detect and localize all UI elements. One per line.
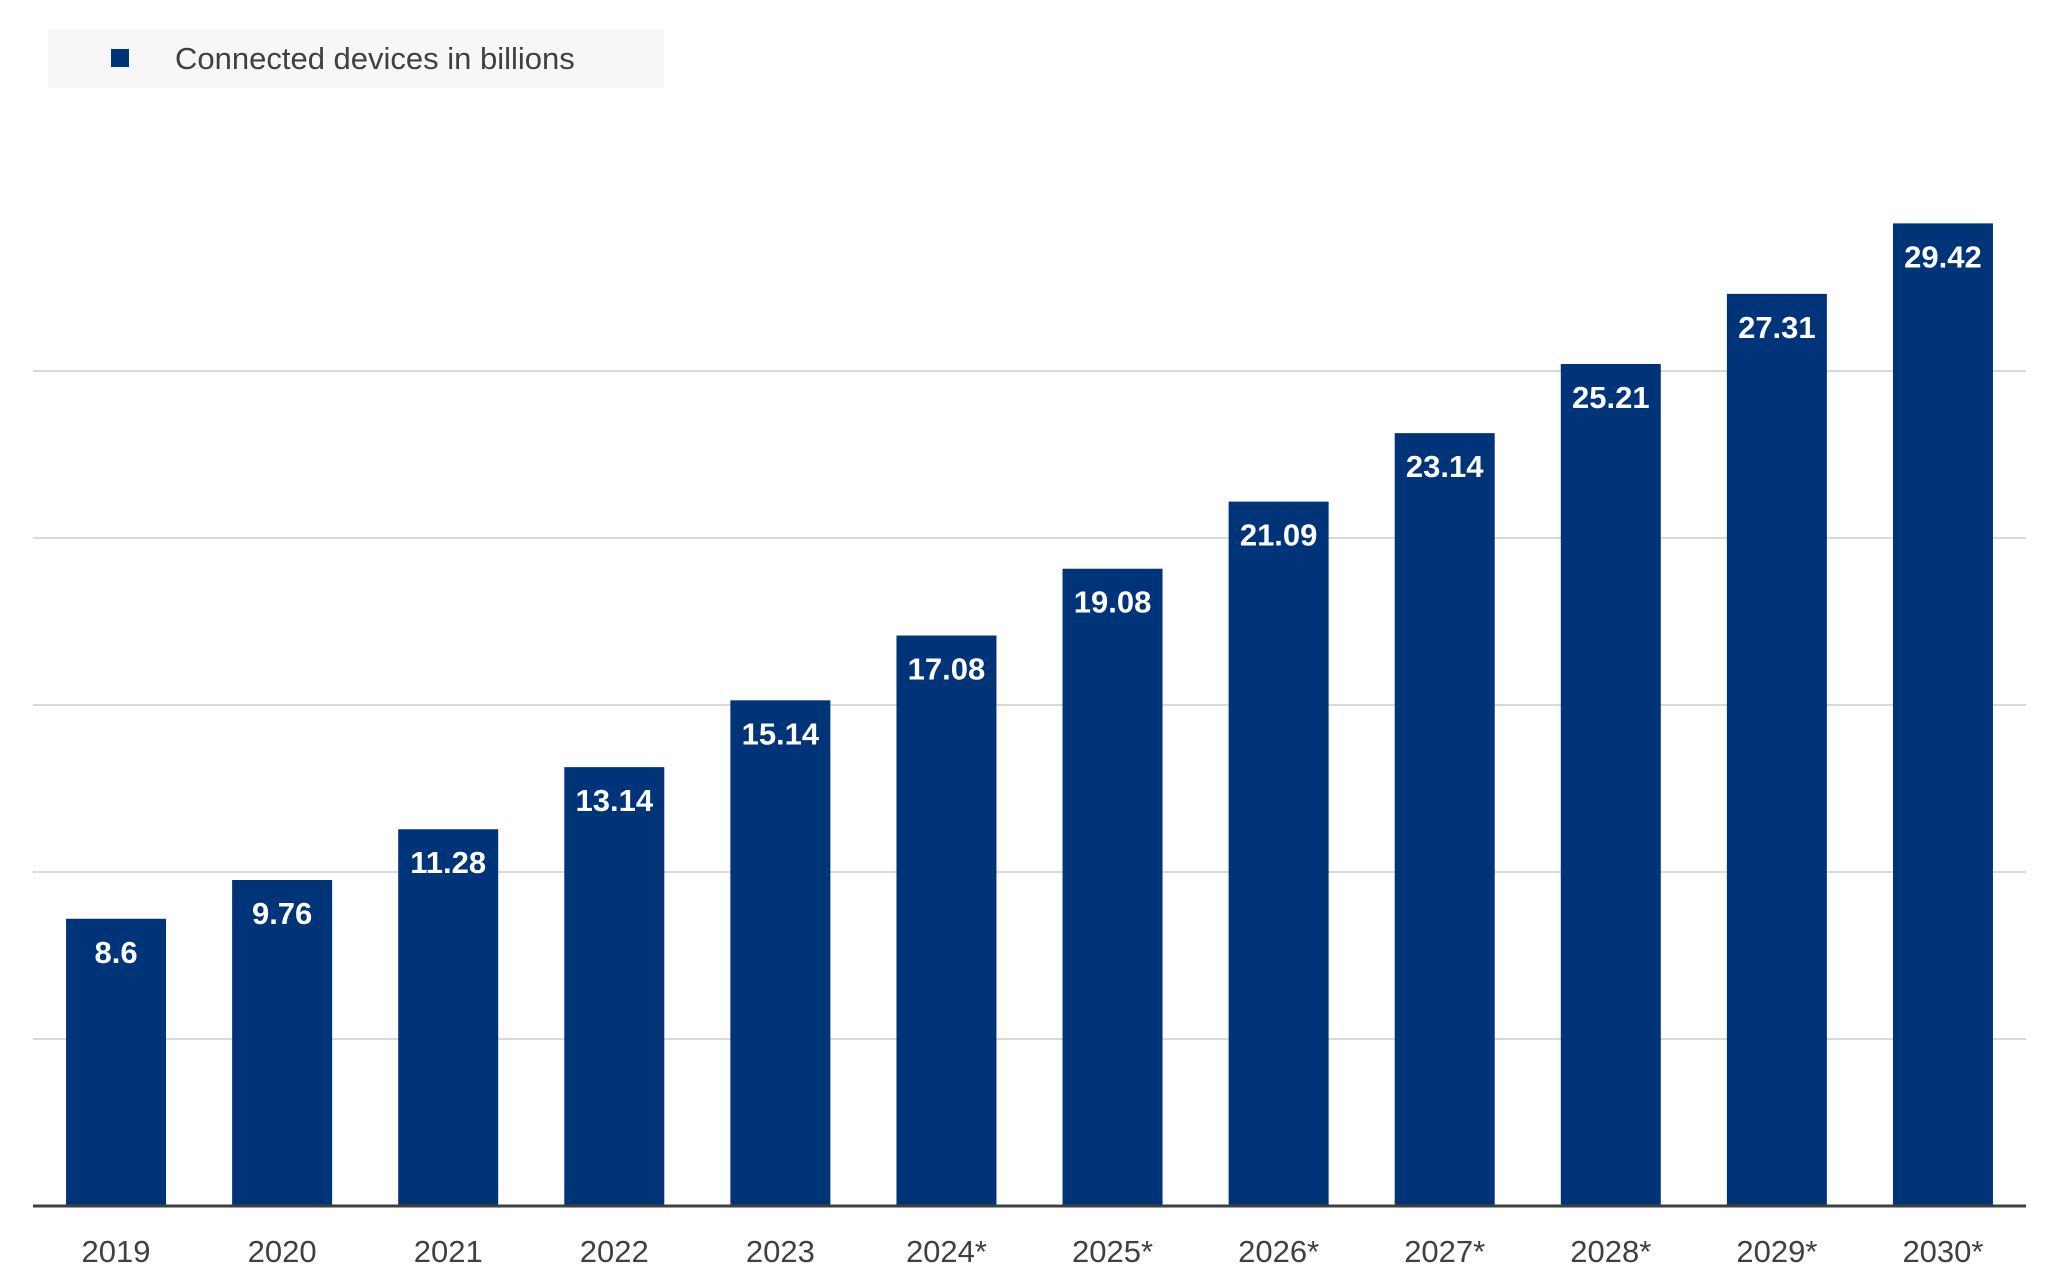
x-tick-label: 2028* [1570,1234,1651,1269]
bar [1892,223,1993,1206]
x-tick-label: 2025* [1072,1234,1153,1269]
bar [1394,433,1495,1206]
data-label: 25.21 [1572,380,1650,415]
data-label: 13.14 [576,783,654,818]
bar [1726,293,1827,1206]
bar [398,829,499,1206]
x-tick-label: 2022 [580,1234,649,1269]
x-tick-label: 2023 [746,1234,815,1269]
x-tick-label: 2026* [1238,1234,1319,1269]
x-tick-label: 2029* [1736,1234,1817,1269]
data-label: 11.28 [410,845,486,880]
legend-background [48,29,664,88]
bar [1560,363,1661,1207]
legend-label: Connected devices in billions [175,41,575,76]
bar [232,880,333,1206]
gridlines [33,370,2026,1040]
bar [1062,568,1163,1206]
data-label: 23.14 [1406,449,1484,484]
data-label: 9.76 [252,896,312,931]
bar [730,700,831,1206]
data-label: 8.6 [94,935,137,970]
x-tick-label: 2024* [906,1234,987,1269]
data-label: 29.42 [1904,239,1982,274]
data-label: 21.09 [1240,518,1318,553]
bar [896,635,997,1206]
x-tick-label: 2030* [1902,1234,1983,1269]
data-label: 27.31 [1738,310,1816,345]
legend-swatch [111,49,129,67]
data-label: 15.14 [742,716,820,751]
bars [66,223,1993,1207]
x-tick-label: 2020 [248,1234,317,1269]
legend: Connected devices in billions [48,29,664,88]
bar [1228,501,1329,1206]
bar [66,918,167,1206]
bar [564,767,665,1206]
x-tick-label: 2027* [1404,1234,1485,1269]
x-tick-label: 2021 [414,1234,483,1269]
data-label: 19.08 [1074,585,1152,620]
x-axis-tick-labels: 2019 2020 2021 2022 2023 2024* 2025* 2026* 2027*… [82,1234,1984,1269]
x-tick-label: 2019 [82,1234,151,1269]
data-label: 17.08 [908,652,986,687]
data-labels: 8.6 9.76 11.28 13.14 15.14 17.08 19.08 21.09 23.… [94,239,1981,969]
